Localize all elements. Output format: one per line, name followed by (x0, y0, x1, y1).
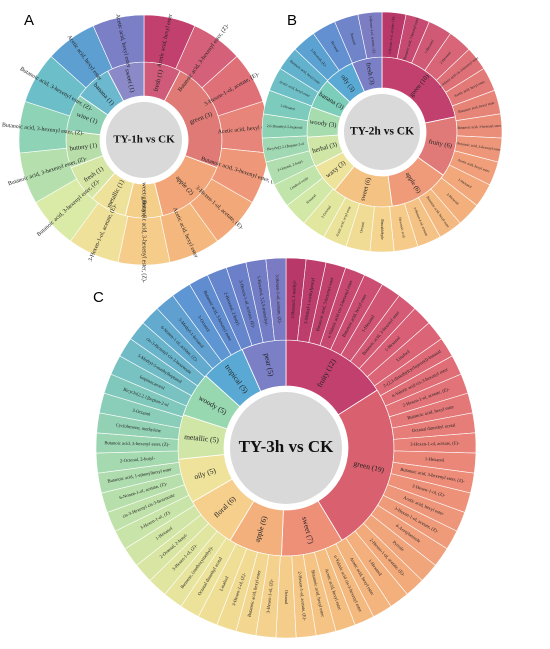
outer-segment-label: 3-Hexen-1-ol, acetate, (E)- (388, 15, 397, 55)
outer-segment-label: 3-Octanol (132, 408, 152, 417)
inner-segment-label: metallic (5) (184, 432, 220, 445)
outer-segment-label: Butanoic acid, 3-hexenyl ester, (Z)- (104, 440, 170, 448)
outer-segment-label: 2-Octenal (320, 205, 331, 219)
outer-segment-label: 3-Hexen-1-ol, (Z)- (265, 578, 275, 613)
sunburst-a: fresh (1)green (3)apple (2)sweet/grassy … (2, 13, 281, 282)
panel-letter-a: A (24, 12, 34, 29)
outer-segment (92, 14, 145, 70)
inner-segment-label: woody (3) (309, 119, 337, 130)
center-label: TY-3h vs CK (239, 437, 335, 456)
center-disc (230, 392, 342, 504)
outer-segment-label: Nonanal (305, 193, 317, 204)
outer-segment-label: 3-Hexen-1-ol, acetate, (E)- (410, 440, 460, 447)
outer-segment-label: Butanoic acid, 3-hexenyl ester, (Z)- (141, 200, 148, 283)
outer-segment-label: 2-Butanol, 3-methyl- (290, 279, 298, 319)
outer-segment-label: 2-Hexen-1-ol, acetate, (E)- (296, 571, 307, 621)
sunburst-b: green (10)fruity (6)apple (6)sweet (6)wa… (261, 11, 503, 253)
outer-segment-label: Octanal (359, 222, 365, 234)
outer-segment-label: 2,6-Dimethyl-5-heptenal (267, 124, 303, 131)
outer-segment-label: Linalool (219, 575, 230, 592)
center-label: TY-2h vs CK (350, 126, 414, 138)
outer-segment-label: 1-Hexanol (457, 178, 472, 189)
outer-segment-label: Butanoic acid, 3-hexenyl ester (457, 124, 502, 131)
outer-segment-label: Cyclohexene, methylene (115, 422, 161, 434)
sunburst-c: fruity (12)green (19)sweet (7)apple (6)f… (95, 257, 477, 639)
outer-segment-label: Octanal dimethyl acetal (412, 422, 457, 433)
outer-segment-label: 3-Hexen-1-ol, acetate, (Z)- (367, 16, 376, 56)
inner-segment-label: sweet/grassy (1) (141, 180, 148, 222)
outer-segment-label: Benzaldehyde (380, 219, 384, 240)
center-label: TY-1h vs CK (113, 134, 175, 146)
outer-segment-label: Hexanoic acid (398, 217, 406, 238)
outer-segment (265, 257, 287, 341)
outer-segment-label: Nonanal (349, 33, 356, 46)
panel-letter-c: C (93, 289, 104, 306)
outer-segment-label: Hexanal (330, 40, 339, 52)
outer-segment-label: 1-Hexanol (425, 456, 445, 463)
outer-segment-label: 3-Hexen-1-ol, acetate, (Z)- (274, 274, 283, 324)
outer-segment-label: 2-Octenal, 2-butyl- (120, 456, 156, 465)
outer-segment-label: 1-Hexanol (280, 104, 296, 112)
center-disc (106, 102, 182, 178)
outer-segment-label: Hexanoic acid, 3-hexenyl ester (456, 141, 502, 153)
inner-segment-label: buttery (1) (69, 142, 97, 152)
outer-segment-label: 1-Hexanol (424, 39, 435, 54)
inner-segment-label: fresh (3) (364, 62, 375, 85)
inner-segment-label: fruity (6) (428, 138, 453, 150)
center-disc (344, 94, 420, 170)
panel-letter-b: B (287, 12, 297, 29)
outer-segment-label: Bicyclo[2.2.1]heptan-2-ol (267, 142, 305, 152)
outer-segment (357, 11, 383, 59)
outer-segment-label: Octanal (284, 590, 289, 605)
outer-segment-label: Acetic acid, hexyl ester (218, 124, 273, 136)
